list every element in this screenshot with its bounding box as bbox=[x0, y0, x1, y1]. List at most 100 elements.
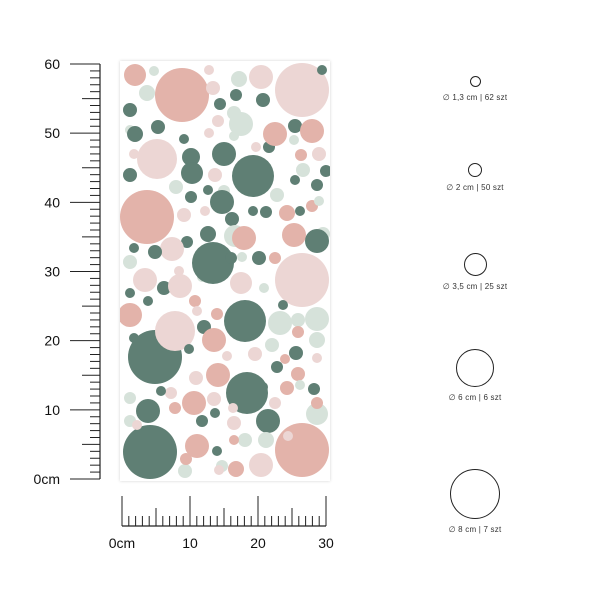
vertical-ruler-label: 20 bbox=[44, 333, 60, 349]
sticker-dot bbox=[269, 252, 281, 264]
sticker-dot bbox=[309, 332, 325, 348]
sticker-dot bbox=[291, 367, 305, 381]
sticker-dot bbox=[290, 175, 300, 185]
sticker-dot bbox=[200, 206, 210, 216]
sticker-dot bbox=[137, 139, 177, 179]
sticker-dot bbox=[226, 372, 268, 414]
horizontal-ruler: 0cm 10 20 30 bbox=[109, 496, 334, 551]
sticker-dot bbox=[123, 103, 137, 117]
sticker-dot bbox=[210, 408, 220, 418]
sticker-dot bbox=[282, 223, 306, 247]
sticker-dot bbox=[256, 93, 270, 107]
sticker-dot bbox=[269, 397, 281, 409]
sticker-dot bbox=[295, 206, 305, 216]
size-item-8cm: ∅ 8 cm | 7 szt bbox=[410, 469, 540, 534]
sticker-dot bbox=[320, 165, 332, 177]
sticker-dot bbox=[311, 397, 323, 409]
vertical-ruler-label: 10 bbox=[44, 402, 60, 418]
size-separator: | bbox=[478, 393, 482, 402]
sticker-dot bbox=[156, 386, 166, 396]
sticker-dot bbox=[124, 64, 146, 86]
sticker-dot bbox=[182, 391, 206, 415]
sticker-dot bbox=[208, 168, 222, 182]
vertical-ruler: 60 50 40 30 20 10 0cm bbox=[34, 56, 101, 487]
size-separator: | bbox=[478, 525, 482, 534]
sticker-dot bbox=[314, 196, 324, 206]
sticker-dot bbox=[181, 236, 193, 248]
sticker-dot bbox=[279, 205, 295, 221]
sticker-dot bbox=[179, 134, 189, 144]
sticker-dot bbox=[127, 126, 143, 142]
sticker-dot bbox=[229, 112, 253, 136]
sticker-dot bbox=[249, 65, 273, 89]
size-separator: | bbox=[476, 183, 479, 192]
sticker-dot bbox=[311, 179, 323, 191]
sticker-dot bbox=[227, 416, 241, 430]
sticker-dot bbox=[200, 226, 216, 242]
size-diameter: ∅ 6 cm bbox=[448, 393, 477, 402]
sticker-dot bbox=[160, 237, 184, 261]
sticker-dot bbox=[229, 435, 239, 445]
sticker-dot bbox=[275, 253, 329, 307]
sticker-dot bbox=[295, 149, 307, 161]
sticker-dot bbox=[120, 190, 174, 244]
sticker-dot bbox=[143, 296, 153, 306]
sticker-dot bbox=[184, 344, 194, 354]
sticker-dot bbox=[230, 272, 252, 294]
sticker-dot bbox=[210, 190, 234, 214]
vertical-ruler-label: 30 bbox=[44, 264, 60, 280]
size-diameter: ∅ 1,3 cm bbox=[442, 93, 478, 102]
sticker-dot bbox=[278, 300, 288, 310]
sticker-dot bbox=[295, 380, 305, 390]
sticker-dot bbox=[256, 409, 280, 433]
vertical-ruler-label: 60 bbox=[44, 56, 60, 72]
sticker-dot bbox=[192, 242, 234, 284]
sticker-dot bbox=[222, 351, 232, 361]
sticker-dot bbox=[206, 81, 220, 95]
horizontal-ruler-label: 0cm bbox=[109, 535, 135, 551]
sticker-dot bbox=[248, 347, 262, 361]
sticker-dot bbox=[212, 115, 224, 127]
size-diameter: ∅ 8 cm bbox=[448, 525, 477, 534]
sticker-dot bbox=[231, 71, 247, 87]
sticker-dot bbox=[268, 311, 292, 335]
size-circle-icon bbox=[468, 163, 482, 177]
size-count: 6 szt bbox=[483, 393, 502, 402]
sticker-dot bbox=[260, 206, 272, 218]
sticker-dot bbox=[133, 268, 157, 292]
sticker-dot bbox=[155, 68, 209, 122]
sticker-dot bbox=[258, 432, 274, 448]
size-separator: | bbox=[479, 282, 483, 291]
sticker-dot bbox=[289, 135, 299, 145]
sticker-dot bbox=[211, 308, 223, 320]
sticker-dot bbox=[263, 122, 287, 146]
sticker-dot bbox=[189, 371, 203, 385]
sticker-dot bbox=[252, 251, 266, 265]
size-diameter: ∅ 2 cm bbox=[446, 183, 475, 192]
sticker-dot bbox=[185, 191, 197, 203]
sticker-dot bbox=[180, 453, 192, 465]
sticker-dot bbox=[225, 252, 237, 264]
sticker-dot bbox=[129, 149, 139, 159]
sticker-dot bbox=[207, 392, 221, 406]
sticker-dot bbox=[206, 363, 230, 387]
horizontal-ruler-label: 20 bbox=[250, 535, 266, 551]
sticker-dot bbox=[165, 387, 177, 399]
sticker-dot bbox=[181, 162, 203, 184]
sticker-dot bbox=[204, 128, 214, 138]
sticker-sheet bbox=[118, 61, 332, 481]
sticker-dot bbox=[271, 361, 283, 373]
sticker-dot bbox=[280, 381, 294, 395]
sticker-dot bbox=[291, 313, 305, 327]
vertical-ruler-label: 40 bbox=[44, 194, 60, 210]
size-legend: ∅ 1,3 cm | 62 szt ∅ 2 cm | 50 szt ∅ 3,5 … bbox=[410, 60, 540, 560]
sticker-dot bbox=[228, 461, 244, 477]
sticker-dot bbox=[168, 274, 192, 298]
size-item-2cm: ∅ 2 cm | 50 szt bbox=[410, 163, 540, 192]
sticker-dot bbox=[228, 403, 238, 413]
sticker-dot bbox=[232, 155, 274, 197]
sticker-dot bbox=[151, 120, 165, 134]
sticker-dot bbox=[177, 208, 191, 222]
vertical-ruler-label: 0cm bbox=[34, 471, 60, 487]
